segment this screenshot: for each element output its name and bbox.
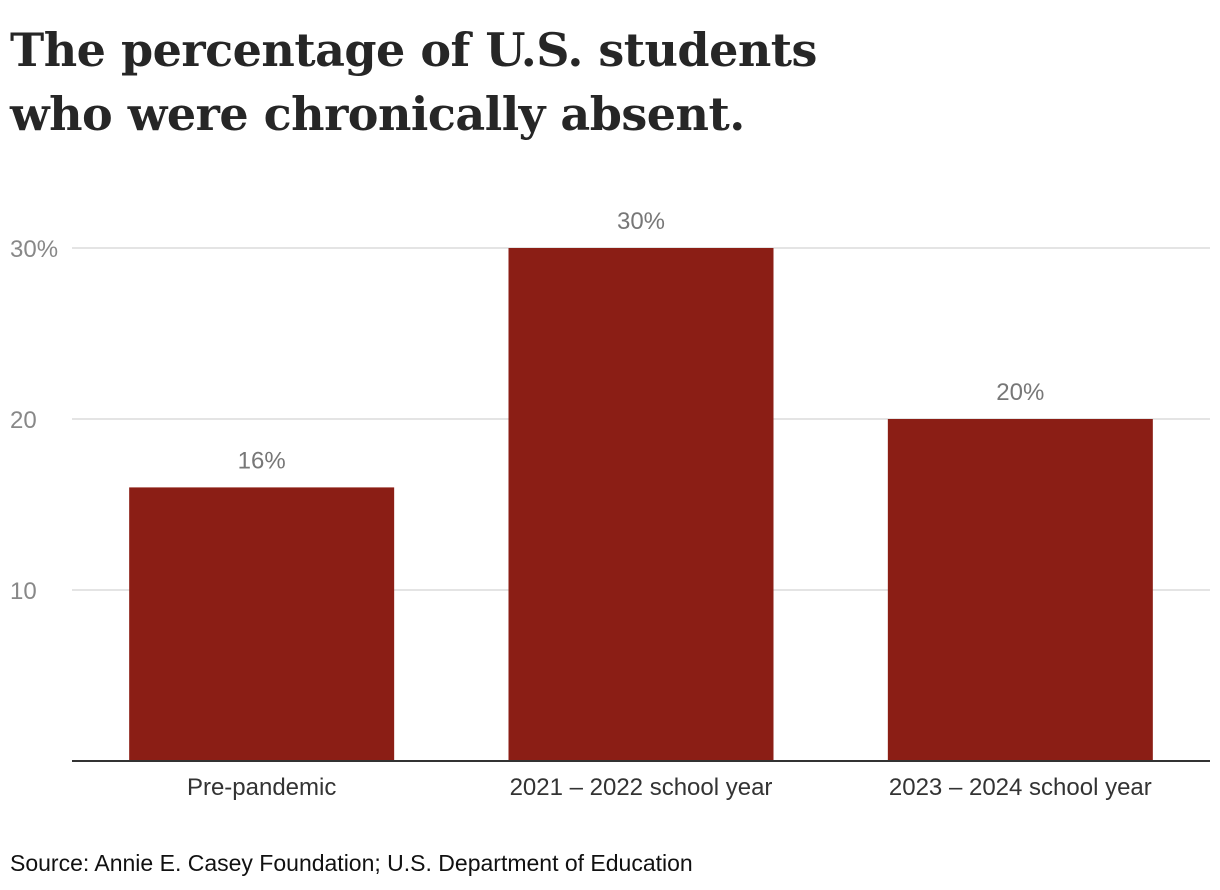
category-label: 2023 – 2024 school year [889, 774, 1152, 801]
bar-chart: 10 20 30% 16% 30% 20% Pre-pandemic 2021 – 202… [10, 208, 1210, 801]
y-tick-label: 20 [10, 407, 37, 434]
source-note: Source: Annie E. Casey Foundation; U.S. … [10, 850, 693, 876]
y-tick-label: 10 [10, 578, 37, 605]
value-labels: 16% 30% 20% [238, 208, 1045, 474]
value-label: 30% [617, 208, 665, 235]
bar [508, 248, 774, 761]
category-label: 2021 – 2022 school year [510, 774, 773, 801]
bar [887, 419, 1153, 761]
chart-title: The percentage of U.S. students who were… [10, 23, 817, 141]
bar [129, 487, 395, 761]
y-axis-ticks: 10 20 30% [10, 236, 58, 605]
y-tick-label: 30% [10, 236, 58, 263]
x-axis-labels: Pre-pandemic 2021 – 2022 school year 2023 … [187, 774, 1152, 801]
category-label: Pre-pandemic [187, 774, 336, 801]
bars [129, 248, 1153, 761]
value-label: 16% [238, 447, 286, 474]
value-label: 20% [996, 379, 1044, 406]
